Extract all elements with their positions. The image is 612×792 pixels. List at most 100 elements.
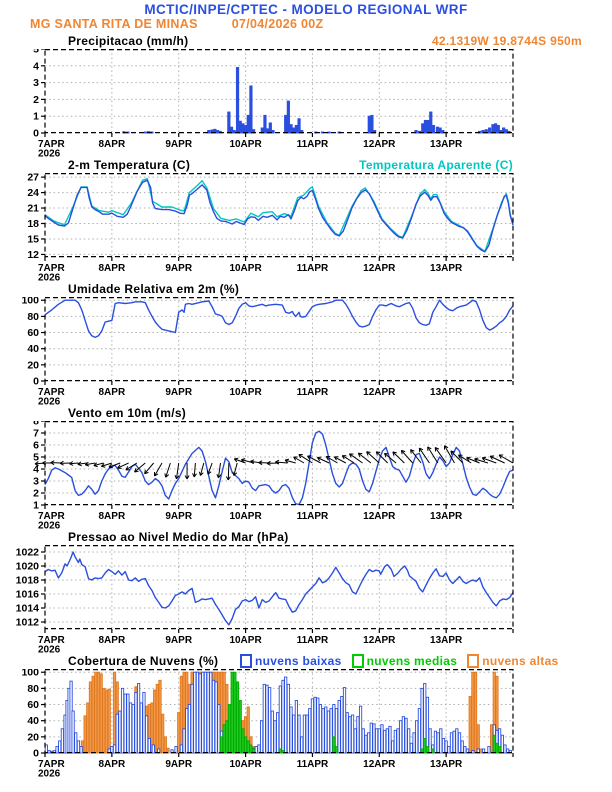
nuvens-medias-bar [238,700,242,754]
svg-text:11APR: 11APR [297,511,329,522]
wind-vector-icon [427,446,439,464]
nuvens-baixas-bar [134,691,138,754]
svg-text:100: 100 [21,297,39,307]
nuvens-baixas-bar [270,710,274,754]
nuvens-medias-bar [431,748,435,754]
nuvens-baixas-bar [318,704,323,754]
nuvens-baixas-bar [131,704,135,754]
precip-bar [414,130,418,134]
nuvens-medias-bar [235,681,240,754]
nuvens-baixas-bar [281,679,285,754]
nuvens-baixas-bar [289,706,293,754]
wind-vector-icon [400,449,414,464]
panel-umidade: Umidade Relativa em 2m (%) 0 20 40 60 80 100 7A… [0,281,612,405]
svg-text:1012: 1012 [16,617,40,629]
panel-precipitacao-title-row: Precipitacao (mm/h) 42.1319W 19.8744S 950… [0,33,612,49]
nuvens-altas-bar [88,681,93,754]
svg-text:1: 1 [33,111,39,123]
svg-text:15: 15 [27,233,39,245]
svg-text:1016: 1016 [16,589,40,601]
nuvens-baixas-bar [262,683,266,754]
svg-text:1018: 1018 [16,575,40,587]
svg-text:11APR: 11APR [297,635,329,646]
svg-text:8APR: 8APR [99,635,126,646]
nuvens-baixas-bar [276,712,280,754]
temperatura-2m-line [44,179,514,253]
nuvens-baixas-bar [145,715,149,754]
nuvens-baixas-bar [364,734,368,754]
nuvens-baixas-bar [292,714,296,754]
wind-vector-icon [384,452,397,464]
nuvens-baixas-bar [380,724,384,754]
nuvens-baixas-bar [455,728,459,754]
nuvens-baixas-bar [337,700,341,754]
nuvens-baixas-bar [151,744,155,754]
legend-swatch-icon [240,654,252,668]
nuvens-baixas-bar [209,671,213,754]
svg-text:0: 0 [33,748,39,760]
nuvens-altas-bar [86,702,90,754]
nuvens-baixas-bar [217,704,221,754]
svg-text:1: 1 [33,500,39,512]
nuvens-baixas-bar [179,744,183,754]
chart-pressao: 1012 1014 1016 1018 1020 1022 7APR 8APR 9APR 10AP… [16,545,514,653]
nuvens-baixas-bar [369,722,373,754]
panel-precipitacao: Precipitacao (mm/h) 42.1319W 19.8744S 950… [0,33,612,157]
svg-text:12APR: 12APR [363,263,396,274]
svg-text:10APR: 10APR [229,263,262,274]
svg-text:100: 100 [21,669,39,679]
panel-pressao: Pressao ao Nivel Medio do Mar (hPa) 1012 1… [0,529,612,653]
nuvens-baixas-bar [353,728,357,754]
precip-bar [284,114,288,134]
wind-vector-icon [325,456,338,464]
svg-text:24: 24 [27,187,39,199]
precip-bar [367,115,371,134]
nuvens-baixas-bar [417,708,421,754]
nuvens-medias-bar [225,720,229,754]
svg-text:13APR: 13APR [430,635,463,646]
svg-text:7APR: 7APR [38,635,65,646]
nuvens-altas-bar [91,675,95,754]
precip-bar [215,130,220,134]
panel-vento: Vento em 10m (m/s) 1 2 3 4 5 6 7 8 7APR 8APR 9APR 10… [0,405,612,529]
svg-text:4: 4 [33,464,39,476]
nuvens-altas-bar [94,671,98,754]
nuvens-altas-bar [473,671,478,754]
svg-text:8APR: 8APR [99,511,126,522]
svg-text:3: 3 [33,476,39,488]
precip-bar [243,124,248,134]
svg-text:12APR: 12APR [363,635,396,646]
svg-text:1022: 1022 [16,547,40,559]
nuvens-baixas-bar [302,714,307,754]
svg-text:8APR: 8APR [99,759,126,770]
nuvens-medias-bar [492,734,496,754]
nuvens-baixas-bar [74,732,78,754]
wind-vector-icon [206,462,213,475]
nuvens-baixas-bar [500,734,504,754]
precip-bar [421,123,425,134]
svg-text:13APR: 13APR [430,759,463,770]
svg-text:13APR: 13APR [430,139,463,150]
wind-vector-icon [434,446,447,464]
nuvens-baixas-bar [447,746,451,754]
panel-vento-title-row: Vento em 10m (m/s) [0,405,612,421]
svg-text:2: 2 [33,488,39,500]
precip-bar [286,100,290,134]
svg-text:8APR: 8APR [99,387,126,398]
panels-container: Precipitacao (mm/h) 42.1319W 19.8744S 950… [0,33,612,777]
nuvens-medias-bar [243,736,248,754]
nuvens-baixas-bar [377,728,381,754]
nuvens-baixas-bar [433,730,438,754]
nuvens-altas-bar [490,724,494,754]
nuvens-baixas-bar [471,750,475,754]
wind-vector-icon [50,460,62,466]
nuvens-baixas-bar [55,746,59,754]
nuvens-medias-bar [334,746,339,754]
svg-text:21: 21 [27,203,39,215]
nuvens-baixas-bar [452,730,456,754]
nuvens-baixas-bar [136,683,141,754]
nuvens-altas-bar [479,748,483,754]
wind-vector-icon [192,462,197,478]
wind-vector-icon [125,462,138,471]
nuvens-baixas-bar [460,740,464,754]
